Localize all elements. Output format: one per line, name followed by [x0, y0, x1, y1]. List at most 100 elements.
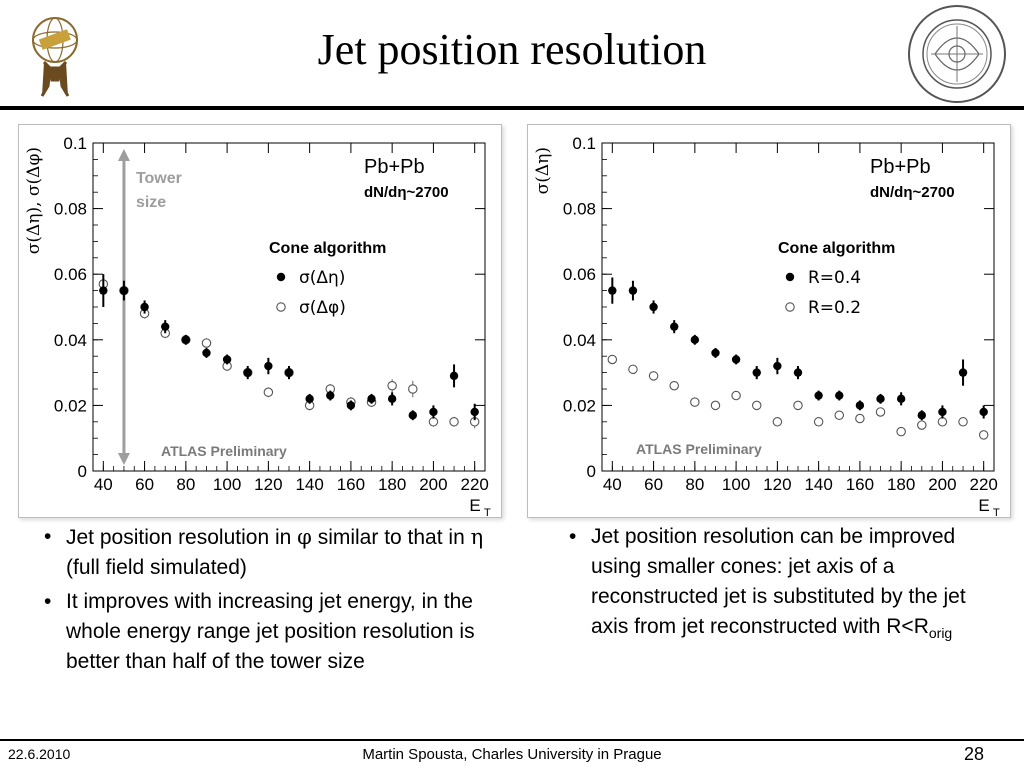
- legend-label: R=0.2: [808, 298, 861, 318]
- data-point: [710, 400, 721, 411]
- algorithm-label: Cone algorithm: [269, 240, 386, 257]
- x-tick-label: 100: [213, 475, 241, 494]
- data-point: [99, 286, 108, 295]
- y-tick-label: 0.02: [54, 396, 87, 415]
- data-point: [326, 391, 335, 400]
- atlas-preliminary-label: ATLAS Preliminary: [636, 441, 762, 457]
- data-point: [751, 400, 762, 411]
- x-tick-label: 160: [846, 475, 874, 494]
- data-point: [429, 407, 438, 417]
- data-point: [648, 371, 659, 381]
- tower-size-arrow-head: [117, 149, 130, 161]
- data-point: [978, 430, 989, 440]
- data-point: [243, 368, 252, 377]
- data-point: [284, 368, 294, 377]
- data-point: [813, 417, 824, 427]
- chart-cone-radius-svg: 0 0.02 0.04 0.06 0.08 0.1 40 60 80 100 120 140 160 18…: [533, 134, 1000, 517]
- legend-label: σ(Δφ): [299, 298, 346, 318]
- data-point: [669, 380, 679, 391]
- data-point: [367, 394, 376, 404]
- data-point: [408, 411, 417, 420]
- bullet-dot: •: [44, 590, 52, 613]
- bullet-item: • Jet position resolution in φ similar t…: [42, 522, 512, 583]
- collision-system-label: Pb+Pb: [870, 156, 931, 178]
- data-point: [855, 413, 865, 424]
- data-point: [428, 417, 439, 427]
- multiplicity-label: dN/dη~2700: [870, 184, 955, 201]
- legend-label: R=0.4: [808, 268, 861, 288]
- data-point: [408, 384, 418, 394]
- tower-size-arrow-head: [117, 453, 130, 465]
- chart-cone-radius-resolution: 0 0.02 0.04 0.06 0.08 0.1 40 60 80 100 120 140 160 18…: [527, 124, 1011, 518]
- data-point: [711, 348, 720, 358]
- x-axis-label-subscript: T: [484, 507, 491, 517]
- data-point: [835, 391, 844, 400]
- x-tick-label: 60: [644, 475, 663, 494]
- data-point: [731, 390, 741, 401]
- chart-eta-phi-resolution: 0 0.02 0.04 0.06 0.08 0.1 40 60 80 100 120 140 160 18…: [18, 124, 502, 518]
- x-axis-label: E: [978, 496, 989, 515]
- y-tick-label: 0.02: [563, 396, 596, 415]
- data-point: [161, 322, 170, 331]
- chart-eta-phi-svg: 0 0.02 0.04 0.06 0.08 0.1 40 60 80 100 120 140 160 18…: [24, 134, 491, 517]
- x-tick-label: 220: [460, 475, 488, 494]
- x-tick-label: 100: [722, 475, 750, 494]
- y-tick-label: 0.08: [563, 200, 596, 219]
- data-point: [449, 371, 459, 381]
- data-point: [937, 417, 948, 427]
- data-point: [958, 368, 968, 377]
- data-point: [793, 400, 803, 411]
- page-title: Jet position resolution: [317, 25, 707, 74]
- data-point: [202, 348, 211, 358]
- multiplicity-label: dN/dη~2700: [364, 184, 449, 201]
- atlas-logo: [20, 10, 90, 100]
- data-point: [470, 407, 479, 417]
- x-tick-label: 40: [603, 475, 622, 494]
- x-tick-label: 180: [378, 475, 406, 494]
- y-tick-label: 0.06: [54, 265, 87, 284]
- y-tick-label: 0.06: [563, 265, 596, 284]
- data-point: [181, 335, 191, 344]
- y-tick-label: 0.1: [572, 134, 596, 153]
- data-point: [222, 355, 232, 364]
- x-tick-label: 80: [685, 475, 704, 494]
- data-point: [979, 407, 988, 417]
- y-axis-label: σ(Δη): [533, 147, 553, 194]
- data-point: [752, 368, 761, 377]
- bullet-item: • It improves with increasing jet energy…: [42, 587, 512, 677]
- y-tick-label: 0.04: [54, 331, 87, 350]
- header-divider: [0, 106, 1024, 110]
- legend-marker: [276, 302, 286, 312]
- x-tick-label: 120: [763, 475, 791, 494]
- bullet-dot: •: [569, 525, 577, 548]
- y-tick-label: 0: [78, 462, 87, 481]
- data-point: [305, 394, 314, 404]
- legend-marker: [785, 302, 795, 312]
- x-tick-label: 220: [969, 475, 997, 494]
- y-tick-label: 0.08: [54, 200, 87, 219]
- data-point: [387, 380, 397, 391]
- data-point: [608, 286, 617, 295]
- x-tick-label: 40: [94, 475, 113, 494]
- data-point: [875, 407, 886, 417]
- data-point: [938, 407, 947, 417]
- data-point: [876, 394, 885, 404]
- data-point: [690, 397, 700, 407]
- university-seal-logo: [905, 2, 1010, 107]
- data-point: [387, 394, 397, 404]
- data-point: [690, 335, 700, 344]
- page-number: 28: [963, 744, 984, 764]
- data-point: [264, 361, 273, 371]
- x-tick-label: 180: [887, 475, 915, 494]
- x-tick-label: 200: [928, 475, 956, 494]
- atlas-preliminary-label: ATLAS Preliminary: [161, 443, 287, 459]
- y-tick-label: 0.04: [563, 331, 596, 350]
- bullet-item: • Jet position resolution can be improve…: [567, 522, 1007, 648]
- x-tick-label: 200: [419, 475, 447, 494]
- footer-divider: [0, 739, 1024, 741]
- x-axis-label: E: [469, 496, 480, 515]
- y-tick-label: 0: [587, 462, 596, 481]
- data-point: [772, 417, 783, 427]
- tower-size-label: Tower: [136, 170, 182, 187]
- x-tick-label: 140: [804, 475, 832, 494]
